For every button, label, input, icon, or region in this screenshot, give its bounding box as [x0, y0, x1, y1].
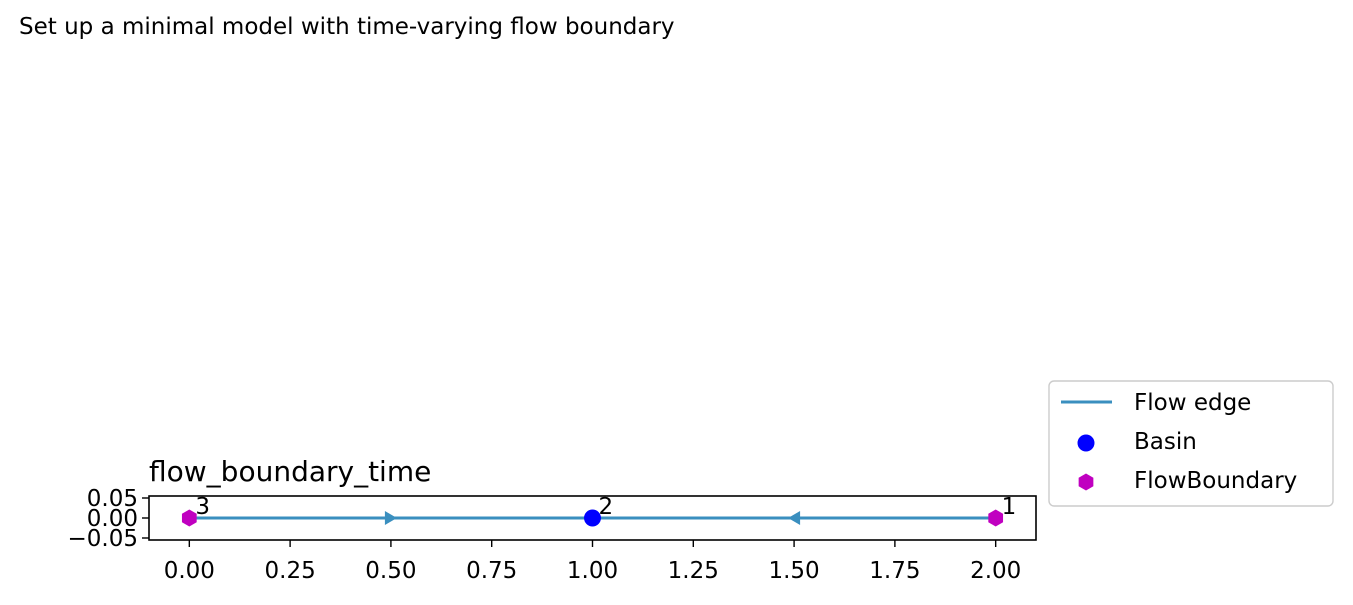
page-heading: Set up a minimal model with time-varying… [19, 14, 675, 40]
basin-node-2 [584, 509, 601, 527]
y-tick-label: −0.05 [68, 526, 138, 552]
legend-label-basin: Basin [1134, 429, 1197, 455]
y-tick-label: 0.00 [87, 506, 138, 532]
x-tick-label: 1.00 [567, 558, 618, 584]
legend-label-flowboundary: FlowBoundary [1134, 468, 1297, 494]
flowboundary-node-3 [181, 509, 197, 527]
chart-title: flow_boundary_time [149, 455, 431, 488]
node-label-2: 2 [599, 494, 614, 520]
x-tick-label: 0.75 [466, 558, 517, 584]
x-tick-label: 2.00 [970, 558, 1021, 584]
x-tick-label: 0.00 [164, 558, 215, 584]
x-tick-label: 0.50 [365, 558, 416, 584]
legend-label-flow-edge: Flow edge [1134, 390, 1251, 416]
x-tick-label: 1.75 [869, 558, 920, 584]
y-tick-label: 0.05 [87, 486, 138, 512]
node-label-3: 3 [195, 494, 210, 520]
flow-edge-arrow-1 [384, 511, 397, 525]
x-tick-label: 1.25 [668, 558, 719, 584]
node-label-1: 1 [1002, 494, 1017, 520]
x-tick-label: 0.25 [265, 558, 316, 584]
legend-box [1048, 380, 1334, 507]
legend-swatch-basin [1077, 434, 1095, 452]
x-tick-label: 1.50 [768, 558, 819, 584]
flowboundary-node-1 [988, 509, 1004, 527]
flow-edge-arrow-2 [788, 511, 801, 525]
legend-swatch-flowboundary [1078, 473, 1094, 491]
